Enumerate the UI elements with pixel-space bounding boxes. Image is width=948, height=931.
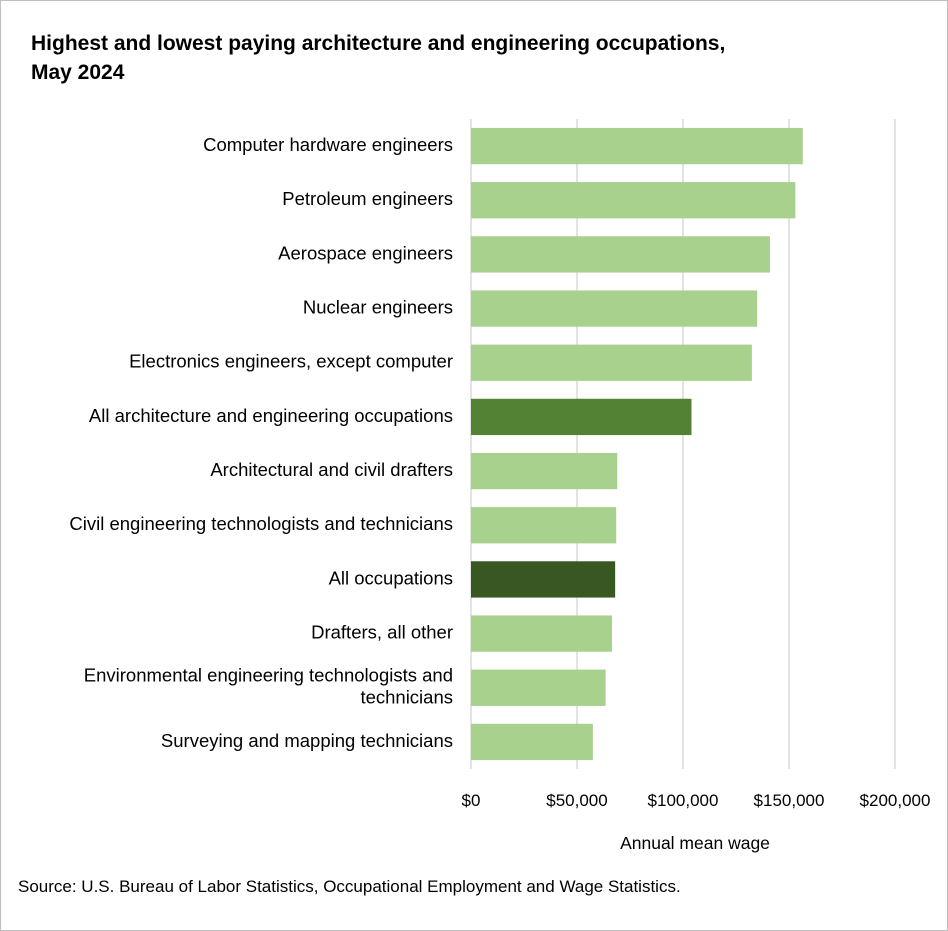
chart-title: Highest and lowest paying architecture a… xyxy=(31,29,911,87)
bar-1 xyxy=(471,182,796,219)
source-note: Source: U.S. Bureau of Labor Statistics,… xyxy=(18,877,681,896)
bar-7 xyxy=(471,507,617,544)
category-label-6: Architectural and civil drafters xyxy=(210,459,453,480)
x-tick-label-2: $100,000 xyxy=(648,791,719,810)
category-label-9: Drafters, all other xyxy=(311,621,453,642)
category-label-7: Civil engineering technologists and tech… xyxy=(69,513,453,534)
category-label-0: Computer hardware engineers xyxy=(203,134,453,155)
chart-title-line-2: May 2024 xyxy=(31,61,125,84)
category-label-8: All occupations xyxy=(329,567,453,588)
x-tick-label-1: $50,000 xyxy=(546,791,607,810)
category-label-10-line-0: Environmental engineering technologists … xyxy=(84,665,453,686)
category-label-1: Petroleum engineers xyxy=(282,188,453,209)
bar-6 xyxy=(471,452,618,490)
x-tick-label-3: $150,000 xyxy=(754,791,825,810)
category-label-2: Aerospace engineers xyxy=(278,242,453,263)
bar-4 xyxy=(471,344,752,381)
bar-10 xyxy=(471,669,606,706)
x-tick-label-4: $200,000 xyxy=(860,791,931,810)
bar-2 xyxy=(471,236,770,273)
x-axis-label: Annual mean wage xyxy=(620,833,770,853)
category-label-4: Electronics engineers, except computer xyxy=(129,351,453,372)
bar-8 xyxy=(471,561,616,598)
bar-9 xyxy=(471,615,612,652)
bar-11 xyxy=(471,723,593,761)
category-label-10-line-1: technicians xyxy=(360,687,453,708)
chart-title-line-1: Highest and lowest paying architecture a… xyxy=(31,32,726,55)
category-label-5: All architecture and engineering occupat… xyxy=(89,405,453,426)
category-label-11: Surveying and mapping technicians xyxy=(161,730,453,751)
bar-3 xyxy=(471,290,758,327)
x-tick-label-0: $0 xyxy=(462,791,481,810)
category-label-3: Nuclear engineers xyxy=(303,296,453,317)
bar-5 xyxy=(471,398,692,436)
bar-0 xyxy=(471,127,803,165)
